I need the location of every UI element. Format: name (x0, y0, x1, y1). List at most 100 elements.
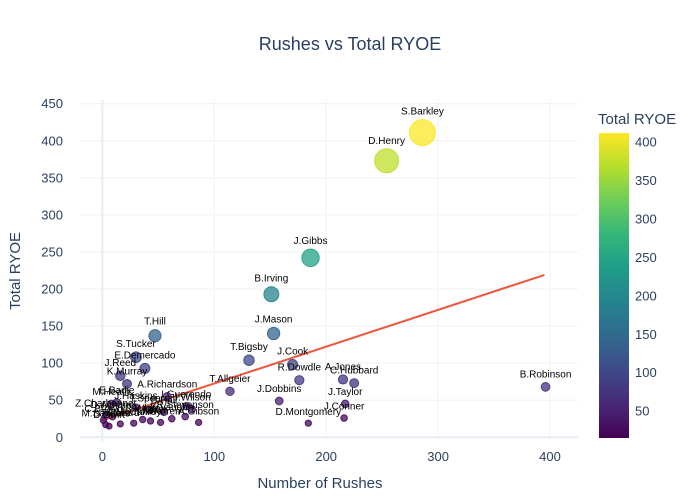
colorbar-tick-label: 200 (635, 288, 657, 303)
trendline (102, 273, 545, 422)
data-point (540, 382, 551, 392)
point-label: A.Jones (325, 362, 361, 373)
point-label: J.Warren (140, 406, 180, 417)
colorbar-gradient (599, 133, 629, 438)
point-label: I.Guerendo (161, 389, 211, 400)
colorbar-tick-label: 300 (635, 212, 657, 227)
point-label: T.Pollard (101, 408, 140, 419)
point-label: T.Hill (144, 317, 166, 328)
point-label: T.Bigsby (230, 342, 268, 353)
data-point (168, 415, 176, 423)
y-tick-label: 250 (41, 244, 63, 259)
colorbar-tick-label: 400 (635, 135, 657, 150)
colorbar: Total RYOE 50 100 150 200 250 300 350 400 (598, 111, 676, 438)
y-tick-label: 100 (41, 356, 63, 371)
data-point (156, 418, 165, 427)
point-label: E.Badie (99, 386, 134, 397)
data-point (148, 329, 162, 343)
y-tick-label: 50 (49, 393, 63, 408)
data-point (304, 419, 312, 427)
data-point (225, 386, 235, 397)
point-label: R.White (125, 403, 161, 414)
point-label: J.Dobbins (257, 384, 301, 395)
point-label: J.Mason (255, 314, 293, 325)
point-label: J.Haskins (114, 391, 157, 402)
data-point (263, 286, 280, 303)
point-label: M.Sanders (82, 409, 130, 420)
point-label: S.Barkley (401, 107, 444, 118)
point-label: B.Hall (151, 396, 178, 407)
point-label: R.Dowdle (278, 363, 322, 374)
point-label: C.Brown (84, 404, 122, 415)
data-point (287, 359, 299, 371)
y-tick-label: 150 (41, 319, 63, 334)
data-point (181, 412, 190, 421)
data-point (294, 375, 305, 386)
data-point (301, 248, 320, 268)
colorbar-tick-label: 50 (635, 404, 649, 419)
y-tick-label: 300 (41, 207, 63, 222)
point-label: D.Montgomery (276, 407, 342, 418)
data-point (131, 403, 141, 412)
colorbar-ticks: 50 100 150 200 250 300 350 400 (635, 135, 657, 419)
point-label: J.Reed (104, 358, 136, 369)
point-label: T.Spears (130, 393, 169, 404)
points-layer (99, 119, 551, 430)
data-point (266, 326, 281, 341)
point-label: M.Heath (92, 387, 130, 398)
y-tick-label: 350 (41, 170, 63, 185)
data-point (116, 420, 124, 428)
data-point (159, 408, 168, 417)
data-point (130, 419, 138, 427)
x-tick-label: 400 (539, 449, 561, 464)
colorbar-tick-label: 100 (635, 365, 657, 380)
point-label: B.Robinson (520, 370, 572, 381)
point-label: D.Henry (368, 136, 405, 147)
data-point (408, 119, 436, 147)
point-label: A.Gibson (178, 406, 219, 417)
point-label: D.Achane (90, 400, 134, 411)
data-point (101, 411, 110, 419)
point-label: K.Vaughn (150, 403, 193, 414)
y-tick-label: 200 (41, 282, 63, 297)
x-tick-label: 300 (427, 449, 449, 464)
data-point (274, 396, 284, 406)
data-point (243, 354, 255, 366)
data-point (146, 417, 155, 425)
point-label: C.McCaffrey (106, 407, 161, 418)
data-point (182, 401, 191, 411)
point-label: B.Irving (254, 274, 288, 285)
data-point (340, 414, 348, 422)
point-label: R.Stevenson (157, 400, 214, 411)
x-tick-label: 200 (315, 449, 337, 464)
x-axis-title: Number of Rushes (257, 475, 382, 492)
point-label: J.Taylor (328, 387, 363, 398)
data-point (139, 362, 151, 374)
data-point (112, 398, 122, 407)
y-tick-label: 400 (41, 133, 63, 148)
data-point (138, 415, 147, 424)
data-point (349, 378, 360, 389)
grid-lines (80, 100, 578, 441)
data-point (130, 351, 142, 364)
point-label: D.Swift (93, 410, 125, 421)
axes: 0 50 100 150 200 250 300 350 400 450 0 100 200 300 400 (41, 96, 561, 464)
data-point (115, 370, 126, 381)
colorbar-tick-label: 250 (635, 250, 657, 265)
point-label: K.Murray (107, 366, 148, 377)
colorbar-tick-label: 350 (635, 173, 657, 188)
y-tick-label: 450 (41, 96, 63, 111)
data-point (340, 399, 350, 409)
data-point (145, 405, 154, 414)
point-label: J.Cook (277, 347, 309, 358)
point-label: C.Hubbard (330, 366, 378, 377)
trendline-layer (102, 273, 545, 422)
point-label: S.Tucker (116, 339, 156, 350)
chart-title: Rushes vs Total RYOE (259, 34, 441, 54)
point-label: J.Gibbs (294, 236, 328, 247)
data-point (122, 378, 132, 389)
data-point (194, 418, 203, 427)
data-point (162, 392, 172, 402)
point-label: K.Miller (134, 405, 168, 416)
y-axis-title: Total RYOE (7, 232, 24, 310)
